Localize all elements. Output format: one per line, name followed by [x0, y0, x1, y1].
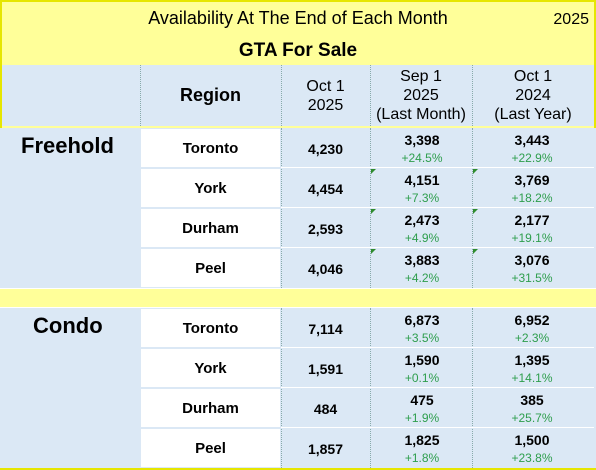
report-title: Availability At The End of Each Month: [148, 8, 448, 28]
row-current: 4,230: [307, 141, 344, 157]
row-region-cell: [141, 309, 280, 347]
row-region-cell: [141, 349, 280, 387]
column-divider: [140, 65, 141, 126]
row-region: Toronto: [182, 320, 239, 337]
row-last-month-change: +4.9%: [404, 231, 440, 245]
row-last-month: 475: [410, 392, 434, 408]
column-divider: [370, 128, 371, 288]
column-divider: [281, 128, 282, 288]
column-header-last-year-line: Oct 1: [513, 68, 553, 85]
column-header-last-month-line: Sep 1: [400, 68, 442, 85]
column-header-last-year-line: 2024: [515, 87, 551, 104]
cell-note-marker: [371, 249, 376, 254]
report-year: 2025: [553, 11, 589, 28]
row-current: 4,454: [307, 181, 344, 197]
group-band-condo: [0, 308, 596, 468]
row-region-cell: [141, 389, 280, 427]
row-current: 7,114: [308, 321, 343, 337]
row-last-month-change: +4.2%: [404, 271, 440, 285]
row-last-month-change: +0.1%: [404, 371, 440, 385]
group-spacer: [0, 288, 596, 308]
column-divider: [370, 65, 371, 126]
row-last-month-change: +7.3%: [404, 191, 440, 205]
row-region: Peel: [195, 440, 226, 457]
row-last-year: 3,076: [514, 252, 550, 268]
row-region: Durham: [182, 220, 239, 237]
row-current: 484: [313, 401, 338, 417]
row-last-month: 6,873: [404, 312, 440, 328]
row-last-year-change: +18.2%: [511, 191, 553, 205]
group-label-condo: Condo: [33, 313, 103, 338]
row-divider: [281, 167, 594, 168]
row-last-year: 1,395: [514, 352, 550, 368]
group-label-freehold: Freehold: [21, 133, 114, 158]
row-divider: [281, 427, 594, 428]
row-last-year-change: +31.5%: [511, 271, 553, 285]
row-region-cell: [141, 209, 280, 247]
row-current: 1,591: [307, 361, 344, 377]
column-divider: [472, 65, 473, 126]
column-header-current: Oct 1 2025: [281, 65, 370, 126]
row-last-year: 6,952: [514, 312, 550, 328]
column-header-last-month-line: (Last Month): [376, 106, 466, 123]
row-last-year-change: +19.1%: [511, 231, 553, 245]
row-last-month: 1,590: [404, 352, 440, 368]
row-last-month: 4,151: [404, 172, 440, 188]
row-last-month: 3,883: [404, 252, 440, 268]
row-last-month: 1,825: [404, 432, 440, 448]
row-last-year-change: +2.3%: [514, 331, 550, 345]
cell-note-marker: [371, 169, 376, 174]
column-header-current-line: 2025: [307, 96, 344, 114]
row-region: York: [194, 180, 227, 197]
report-subtitle: GTA For Sale: [238, 40, 358, 61]
row-last-year: 385: [520, 392, 544, 408]
column-header-last-year: Oct 1 2024 (Last Year): [472, 65, 594, 126]
row-last-month: 2,473: [404, 212, 440, 228]
row-last-year: 3,769: [514, 172, 550, 188]
column-divider: [370, 308, 371, 468]
column-header-last-month-line: 2025: [403, 87, 439, 104]
row-last-month-change: +1.9%: [404, 411, 440, 425]
row-region: Toronto: [182, 140, 239, 157]
row-current: 4,046: [307, 261, 344, 277]
row-region-cell: [141, 249, 280, 287]
row-last-month: 3,398: [404, 132, 440, 148]
row-divider: [281, 247, 594, 248]
column-divider: [281, 308, 282, 468]
column-header-last-month: Sep 1 2025 (Last Month): [370, 65, 472, 126]
row-last-year: 3,443: [514, 132, 550, 148]
row-last-year-change: +25.7%: [511, 411, 553, 425]
row-last-month-change: +1.8%: [404, 451, 440, 465]
row-region: Durham: [182, 400, 239, 417]
column-divider: [472, 128, 473, 288]
row-current: 1,857: [307, 441, 344, 457]
cell-note-marker: [473, 209, 478, 214]
row-current: 2,593: [307, 221, 344, 237]
row-divider: [281, 207, 594, 208]
row-last-year-change: +22.9%: [511, 151, 553, 165]
row-region-cell: [141, 129, 280, 167]
row-region-cell: [141, 429, 280, 467]
row-last-month-change: +3.5%: [404, 331, 440, 345]
row-last-year-change: +23.8%: [511, 451, 553, 465]
row-last-month-change: +24.5%: [401, 151, 443, 165]
column-header-band: [2, 65, 594, 126]
column-header-last-year-line: (Last Year): [494, 106, 572, 123]
cell-note-marker: [473, 169, 478, 174]
column-divider: [281, 65, 282, 126]
row-region: Peel: [195, 260, 226, 277]
row-last-year: 2,177: [514, 212, 550, 228]
group-band-freehold: [0, 128, 596, 288]
row-divider: [281, 347, 594, 348]
cell-note-marker: [473, 249, 478, 254]
row-last-year-change: +14.1%: [511, 371, 553, 385]
column-header-current-line: Oct 1: [306, 77, 345, 95]
row-last-year: 1,500: [514, 432, 550, 448]
column-divider: [472, 308, 473, 468]
row-region: York: [194, 360, 227, 377]
column-header-region: Region: [180, 85, 241, 105]
row-region-cell: [141, 169, 280, 207]
row-divider: [281, 387, 594, 388]
cell-note-marker: [371, 209, 376, 214]
